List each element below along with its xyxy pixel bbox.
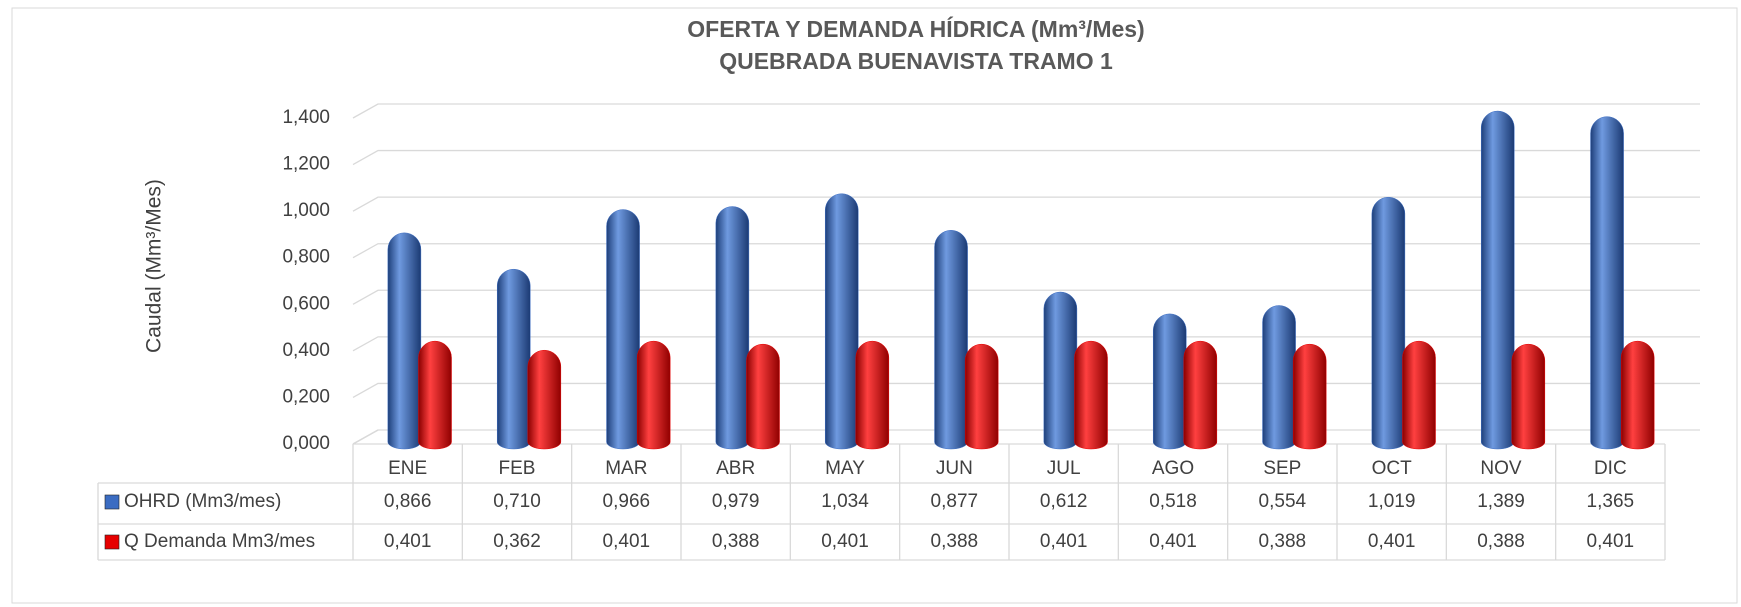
grid-line [352,243,1700,259]
bar [855,340,890,450]
y-tick-label: 0,200 [282,386,330,407]
grid-line [352,149,1700,166]
legend-key [104,494,120,510]
bar [387,232,422,450]
grid-line [352,103,1700,119]
bar [1620,340,1655,450]
x-tick-label: DIC [1594,458,1627,479]
data-label: 1,019 [1368,491,1416,512]
y-tick-label: 1,000 [282,200,330,221]
data-label: 0,388 [1259,531,1307,552]
bar [636,340,671,450]
bar [1262,305,1296,450]
chart-title: OFERTA Y DEMANDA HÍDRICA (Mm³/Mes) [687,15,1144,42]
bar [606,209,640,450]
bar [824,193,859,450]
data-label: 0,388 [712,531,760,552]
x-tick-label: JUN [936,458,973,479]
data-label: 0,612 [1040,491,1088,512]
grid-line [352,336,1700,352]
data-label: 0,866 [384,491,432,512]
y-tick-label: 1,200 [282,154,330,175]
bar [1590,116,1624,450]
chart-border [11,7,1738,604]
x-tick-label: MAR [605,458,647,479]
grid-line [352,289,1700,305]
bar [1402,340,1436,450]
data-label: 0,979 [712,491,760,512]
data-label: 0,388 [1477,531,1525,552]
legend-label: OHRD (Mm3/mes) [124,491,281,512]
data-label: 0,401 [603,531,651,552]
bar [496,268,531,450]
data-label: 0,877 [931,491,979,512]
chart-subtitle: QUEBRADA BUENAVISTA TRAMO 1 [719,48,1113,74]
bar [1371,196,1406,450]
bar [1152,313,1187,450]
x-tick-label: JUL [1047,458,1081,479]
legend-label: Q Demanda Mm3/mes [124,531,315,552]
y-tick-label: 0,000 [282,433,330,454]
y-tick-label: 1,400 [282,107,330,128]
data-label: 0,401 [1149,531,1197,552]
data-label: 0,710 [493,491,541,512]
x-tick-label: NOV [1480,458,1522,479]
data-label: 0,362 [493,531,541,552]
data-label: 0,966 [603,491,651,512]
data-label: 0,554 [1259,491,1307,512]
grid-line [352,382,1700,398]
y-axis [352,429,379,445]
data-label: 0,401 [821,531,869,552]
x-tick-label: AGO [1152,458,1194,479]
bar [1480,110,1515,450]
y-tick-label: 0,400 [282,340,330,361]
data-label: 0,388 [931,531,979,552]
data-label: 0,401 [384,531,432,552]
legend-key [104,534,120,550]
x-tick-label: OCT [1372,458,1413,479]
bar [746,343,780,450]
bar [418,340,452,450]
bar [934,230,968,450]
grid-line [352,196,1700,212]
data-label: 0,401 [1040,531,1088,552]
x-tick-label: SEP [1263,458,1301,479]
y-axis-label: Caudal (Mm³/Mes) [143,179,166,353]
bar [1511,343,1546,450]
data-label: 1,389 [1477,491,1525,512]
x-tick-label: FEB [499,458,536,479]
bar [964,343,999,450]
x-tick-label: MAY [825,458,865,479]
y-tick-label: 0,600 [282,293,330,314]
data-label: 0,518 [1149,491,1197,512]
bar [1292,343,1327,450]
bar [1043,291,1078,450]
bar [527,349,562,450]
bar [715,206,750,450]
bar [1183,340,1218,450]
data-label: 0,401 [1368,531,1416,552]
x-tick-label: ABR [716,458,755,479]
data-label: 1,034 [821,491,869,512]
bar [1074,340,1108,450]
x-tick-label: ENE [388,458,427,479]
data-label: 1,365 [1587,491,1635,512]
data-label: 0,401 [1587,531,1635,552]
y-tick-label: 0,800 [282,247,330,268]
